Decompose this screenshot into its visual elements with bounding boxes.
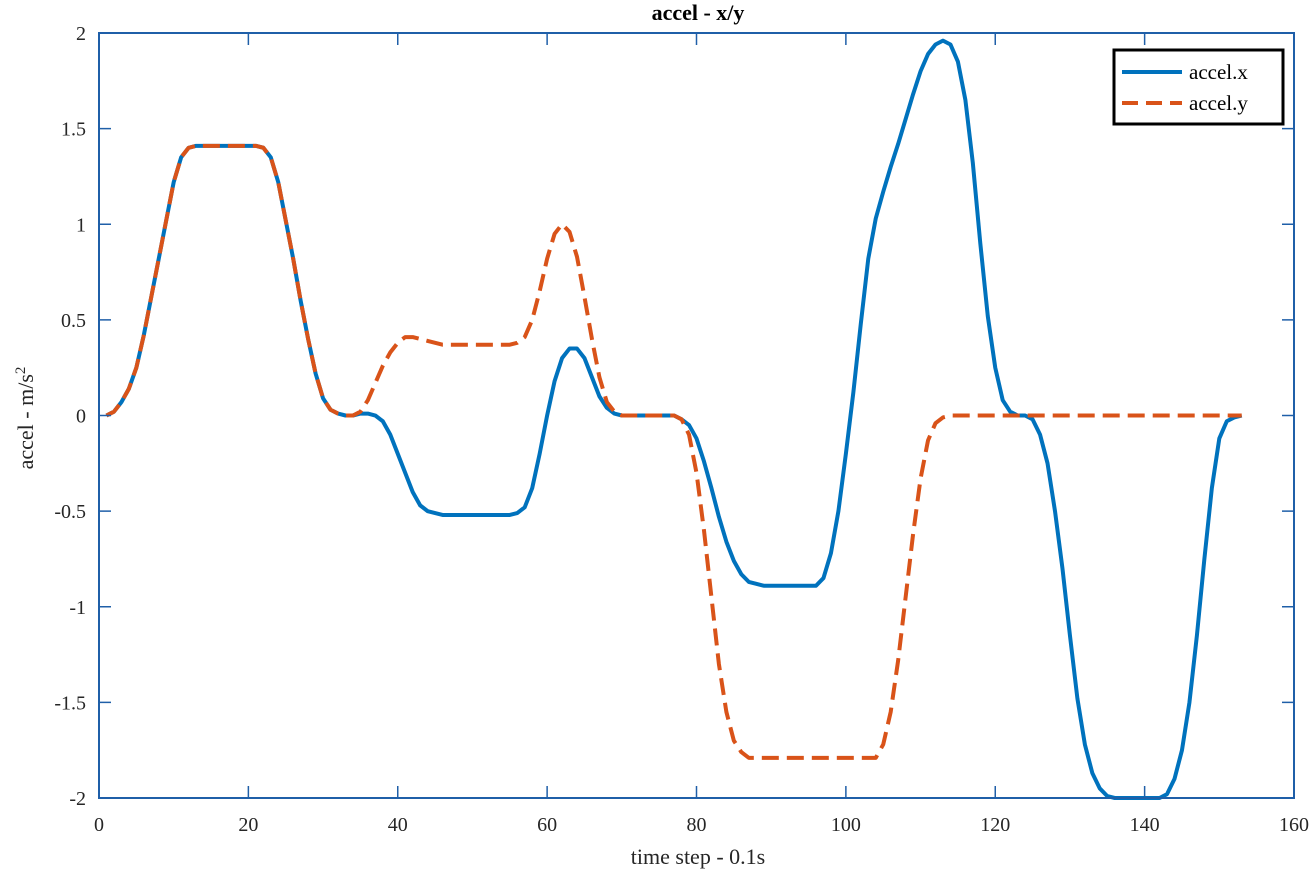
x-axis-label: time step - 0.1s xyxy=(631,844,765,869)
x-tick-label: 160 xyxy=(1279,814,1309,836)
x-tick-label: 0 xyxy=(94,814,104,836)
series-line-accel-y xyxy=(105,143,1242,760)
y-tick-label: 1 xyxy=(76,214,86,236)
legend-box xyxy=(1112,48,1285,126)
y-tick-label: -1 xyxy=(69,597,86,619)
x-tick-label: 80 xyxy=(687,814,707,836)
y-axis-label: accel - m/s2 xyxy=(13,367,38,470)
y-axis-label-text: accel - m/s xyxy=(13,374,38,469)
x-tick-label: 120 xyxy=(980,814,1010,836)
series-layer xyxy=(105,38,1243,800)
legend: accel.x accel.y xyxy=(1112,48,1285,126)
x-tick-label: 140 xyxy=(1130,814,1160,836)
chart-title: accel - x/y xyxy=(652,0,745,25)
y-tick-label: -0.5 xyxy=(54,501,86,523)
y-tick-label: 1.5 xyxy=(61,119,86,141)
legend-label-accel-y: accel.y xyxy=(1189,91,1248,115)
y-axis-label-superscript: 2 xyxy=(13,367,29,375)
y-tick-label: -2 xyxy=(69,788,86,810)
x-tick-label: 20 xyxy=(238,814,258,836)
y-tick-label: 2 xyxy=(76,23,86,45)
y-tick-label: 0.5 xyxy=(61,310,86,332)
x-tick-label: 60 xyxy=(537,814,557,836)
legend-label-accel-x: accel.x xyxy=(1189,60,1248,84)
x-tick-label: 100 xyxy=(831,814,861,836)
ticks-layer: 0 20 40 60 80 100 120 140 160 -2 -1.5 -1 -0.5 0 0.5 1 1.… xyxy=(54,23,1309,836)
y-tick-label: -1.5 xyxy=(54,692,86,714)
x-tick-label: 40 xyxy=(388,814,408,836)
y-tick-label: 0 xyxy=(76,406,86,428)
plot-area xyxy=(99,33,1294,798)
